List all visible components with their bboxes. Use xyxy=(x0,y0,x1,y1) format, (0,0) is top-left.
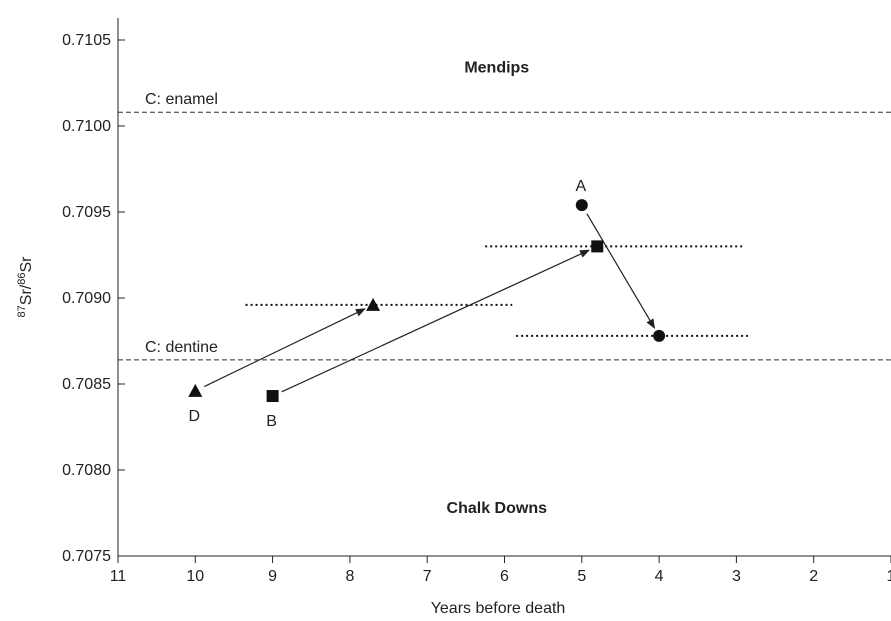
y-tick-label: 0.7105 xyxy=(62,32,111,49)
y-tick-label: 0.7090 xyxy=(62,290,111,307)
x-tick-label: 5 xyxy=(577,568,586,585)
region-labels: Mendips Chalk Downs xyxy=(447,60,548,517)
point-labels: A B D xyxy=(189,178,587,430)
reference-label-c-dentine: C: dentine xyxy=(145,339,218,356)
x-tick-label: 8 xyxy=(345,568,354,585)
x-tick-label: 11 xyxy=(110,568,127,585)
x-tick-label: 4 xyxy=(655,568,664,585)
x-tick-label: 2 xyxy=(809,568,818,585)
data-points xyxy=(188,199,666,403)
connector-arrows xyxy=(204,213,656,393)
x-ticks: 11 10 9 8 7 6 5 4 3 2 1 xyxy=(110,556,891,585)
x-tick-label: 3 xyxy=(732,568,741,585)
y-tick-label: 0.7085 xyxy=(62,376,111,393)
point-d-start xyxy=(188,383,203,397)
axes: 1110987654321 0.70750.70800.70850.70900.… xyxy=(62,18,891,585)
region-label-chalk-downs: Chalk Downs xyxy=(447,500,548,517)
point-b-end xyxy=(591,240,604,253)
y-tick-label: 0.7095 xyxy=(62,204,111,221)
y-axis-title-element-2: Sr xyxy=(18,256,35,273)
point-a-end xyxy=(653,329,666,342)
point-label-a: A xyxy=(575,178,586,195)
arrow-b xyxy=(281,249,590,393)
y-ticks: 0.7075 0.7080 0.7085 0.7090 0.7095 0.7100 0.71… xyxy=(62,32,125,565)
error-bars xyxy=(245,245,748,337)
point-d-end xyxy=(366,297,381,311)
y-axis-title-isotope-86: 86 xyxy=(16,273,28,285)
point-a-start xyxy=(575,199,588,212)
y-axis-title: 87Sr/86Sr xyxy=(16,256,35,318)
reference-lines: C: enamel C: dentine xyxy=(118,91,891,361)
y-axis-title-element-1: Sr/ xyxy=(18,284,35,305)
x-tick-label: 9 xyxy=(268,568,277,585)
x-tick-label: 1 xyxy=(887,568,891,585)
reference-label-c-enamel: C: enamel xyxy=(145,91,218,108)
x-tick-label: 6 xyxy=(500,568,509,585)
point-label-b: B xyxy=(266,413,277,430)
point-label-d: D xyxy=(189,408,201,425)
x-axis-title: Years before death xyxy=(431,600,566,617)
x-tick-label: 10 xyxy=(186,568,204,585)
x-tick-label: 7 xyxy=(423,568,432,585)
y-axis-title-isotope-87: 87 xyxy=(16,305,28,317)
y-tick-label: 0.7100 xyxy=(62,118,111,135)
y-tick-label: 0.7080 xyxy=(62,462,111,479)
y-tick-label: 0.7075 xyxy=(62,548,111,565)
point-b-start xyxy=(266,390,279,403)
arrow-a xyxy=(586,213,656,329)
region-label-mendips: Mendips xyxy=(464,60,529,77)
arrow-d xyxy=(204,308,366,388)
